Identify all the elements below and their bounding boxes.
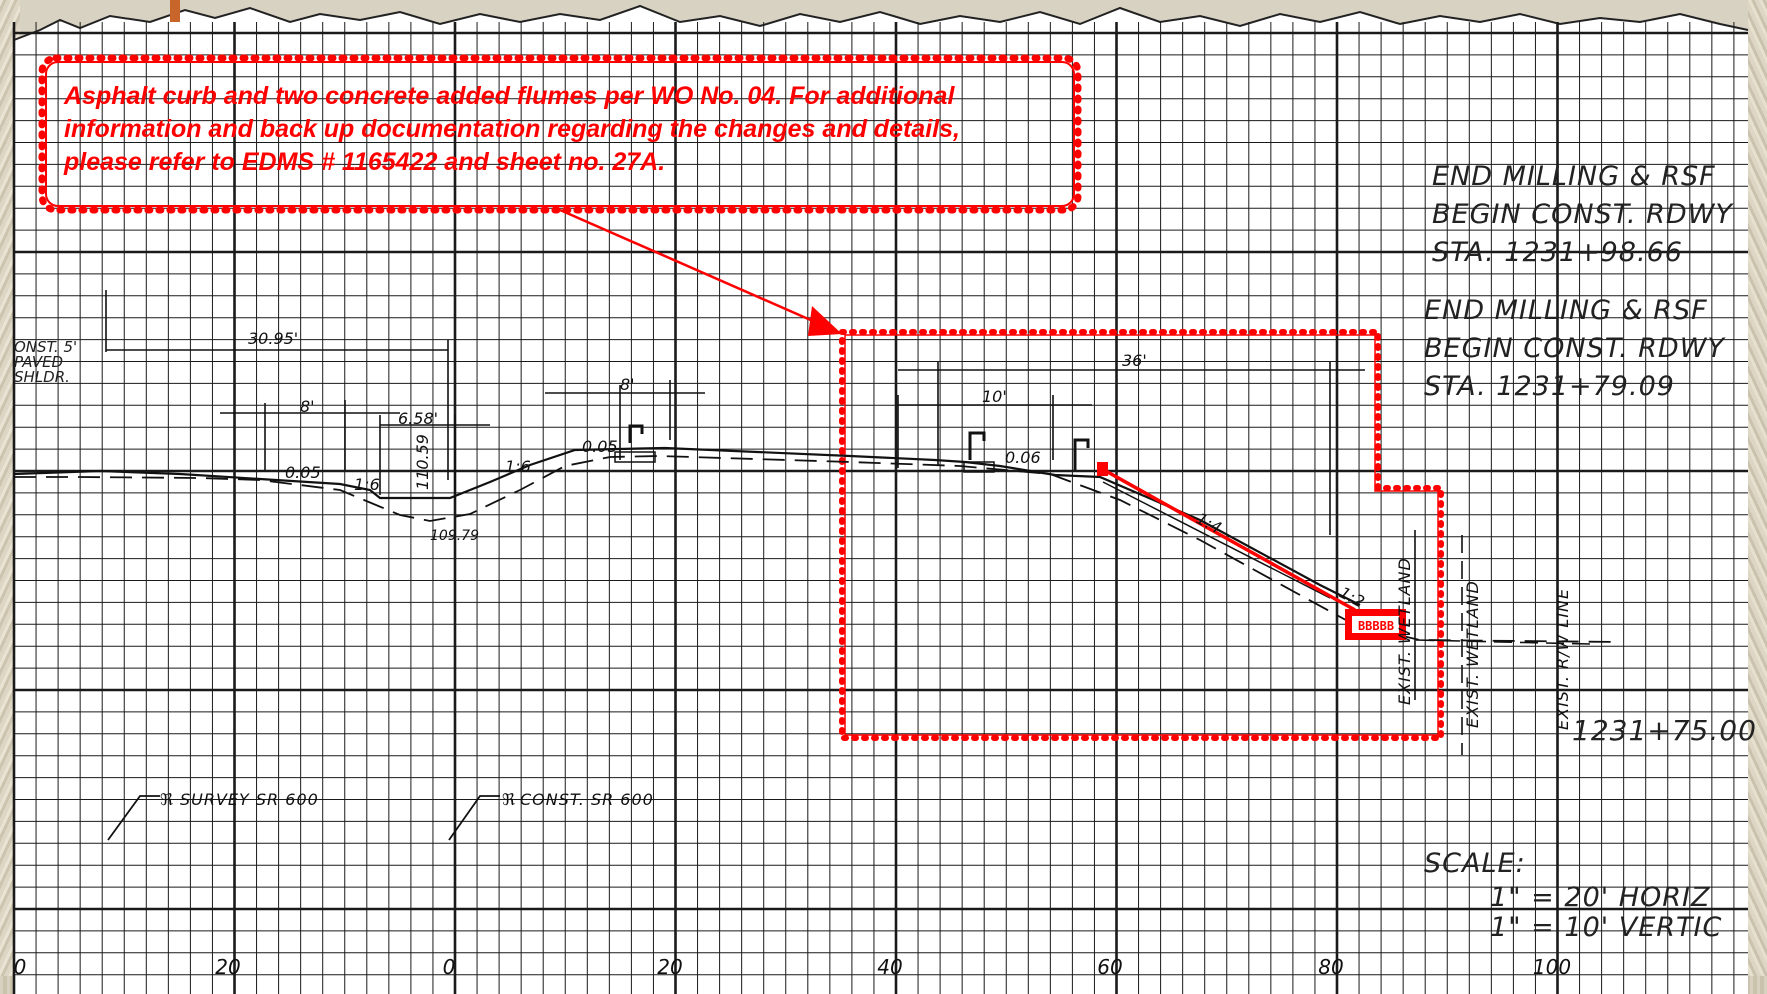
curb-red-line: [1103, 468, 1356, 612]
station-label-upper: END MILLING & RSF BEGIN CONST. RDWY STA.…: [1432, 161, 1733, 268]
svg-text:40: 40: [877, 955, 902, 979]
revision-cloud-detail: [839, 329, 1444, 741]
svg-text:BBBBB: BBBBB: [1358, 619, 1394, 633]
svg-text:109.79: 109.79: [430, 528, 479, 544]
svg-text:60: 60: [1097, 955, 1122, 979]
svg-text:0.05: 0.05: [285, 463, 321, 482]
svg-text:10': 10': [982, 387, 1007, 406]
leader-line: [559, 208, 823, 327]
scale-block: SCALE: 1" = 20' HORIZ 1" = 10' VERTIC: [1424, 848, 1723, 943]
svg-text:30.95': 30.95': [248, 329, 298, 348]
svg-text:80: 80: [1318, 955, 1343, 979]
svg-text:0.05: 0.05: [582, 437, 618, 456]
revision-note-line: please refer to EDMS # 1165422 and sheet…: [64, 148, 666, 176]
paper-edge-right: [1748, 0, 1767, 994]
curb-marker: [1097, 462, 1108, 476]
station-bottom-label: 1231+75.00: [1572, 714, 1757, 747]
leader-arrowhead: [808, 306, 842, 336]
svg-text:ℜ: ℜ: [160, 790, 174, 809]
svg-text:0.06: 0.06: [1005, 448, 1041, 467]
revision-note-line: information and back up documentation re…: [64, 115, 960, 143]
station-label-lower: END MILLING & RSF BEGIN CONST. RDWY STA.…: [1424, 295, 1725, 402]
svg-text:6.58': 6.58': [398, 409, 438, 428]
svg-text:ℜ: ℜ: [502, 790, 516, 809]
grid-lines: [12, 22, 1748, 994]
shoulder-label: ONST. 5' PAVED SHLDR.: [14, 338, 78, 386]
svg-text:EXIST. WETLAND: EXIST. WETLAND: [1463, 580, 1482, 728]
proposed-section: [13, 446, 1361, 606]
svg-text:0: 0: [443, 955, 456, 979]
svg-text:0: 0: [14, 955, 27, 979]
svg-text:CONST. SR 600: CONST. SR 600: [520, 790, 654, 809]
svg-text:8': 8': [300, 397, 315, 416]
svg-text:1:6: 1:6: [505, 457, 531, 476]
existing-ground: [14, 455, 1621, 643]
svg-text:SURVEY SR 600: SURVEY SR 600: [180, 790, 319, 809]
svg-text:EXIST. WETLAND: EXIST. WETLAND: [1395, 557, 1414, 705]
revision-note-line: Asphalt curb and two concrete added flum…: [64, 82, 955, 110]
revision-note: Asphalt curb and two concrete added flum…: [64, 80, 1074, 179]
svg-text:1:6: 1:6: [354, 475, 380, 494]
svg-text:EXIST. R/W LINE: EXIST. R/W LINE: [1553, 588, 1572, 730]
svg-text:8': 8': [620, 375, 635, 394]
svg-text:36': 36': [1122, 351, 1147, 370]
svg-text:20: 20: [657, 955, 682, 979]
svg-text:100: 100: [1533, 955, 1571, 979]
svg-text:20: 20: [215, 955, 240, 979]
svg-text:110.59: 110.59: [413, 434, 432, 490]
